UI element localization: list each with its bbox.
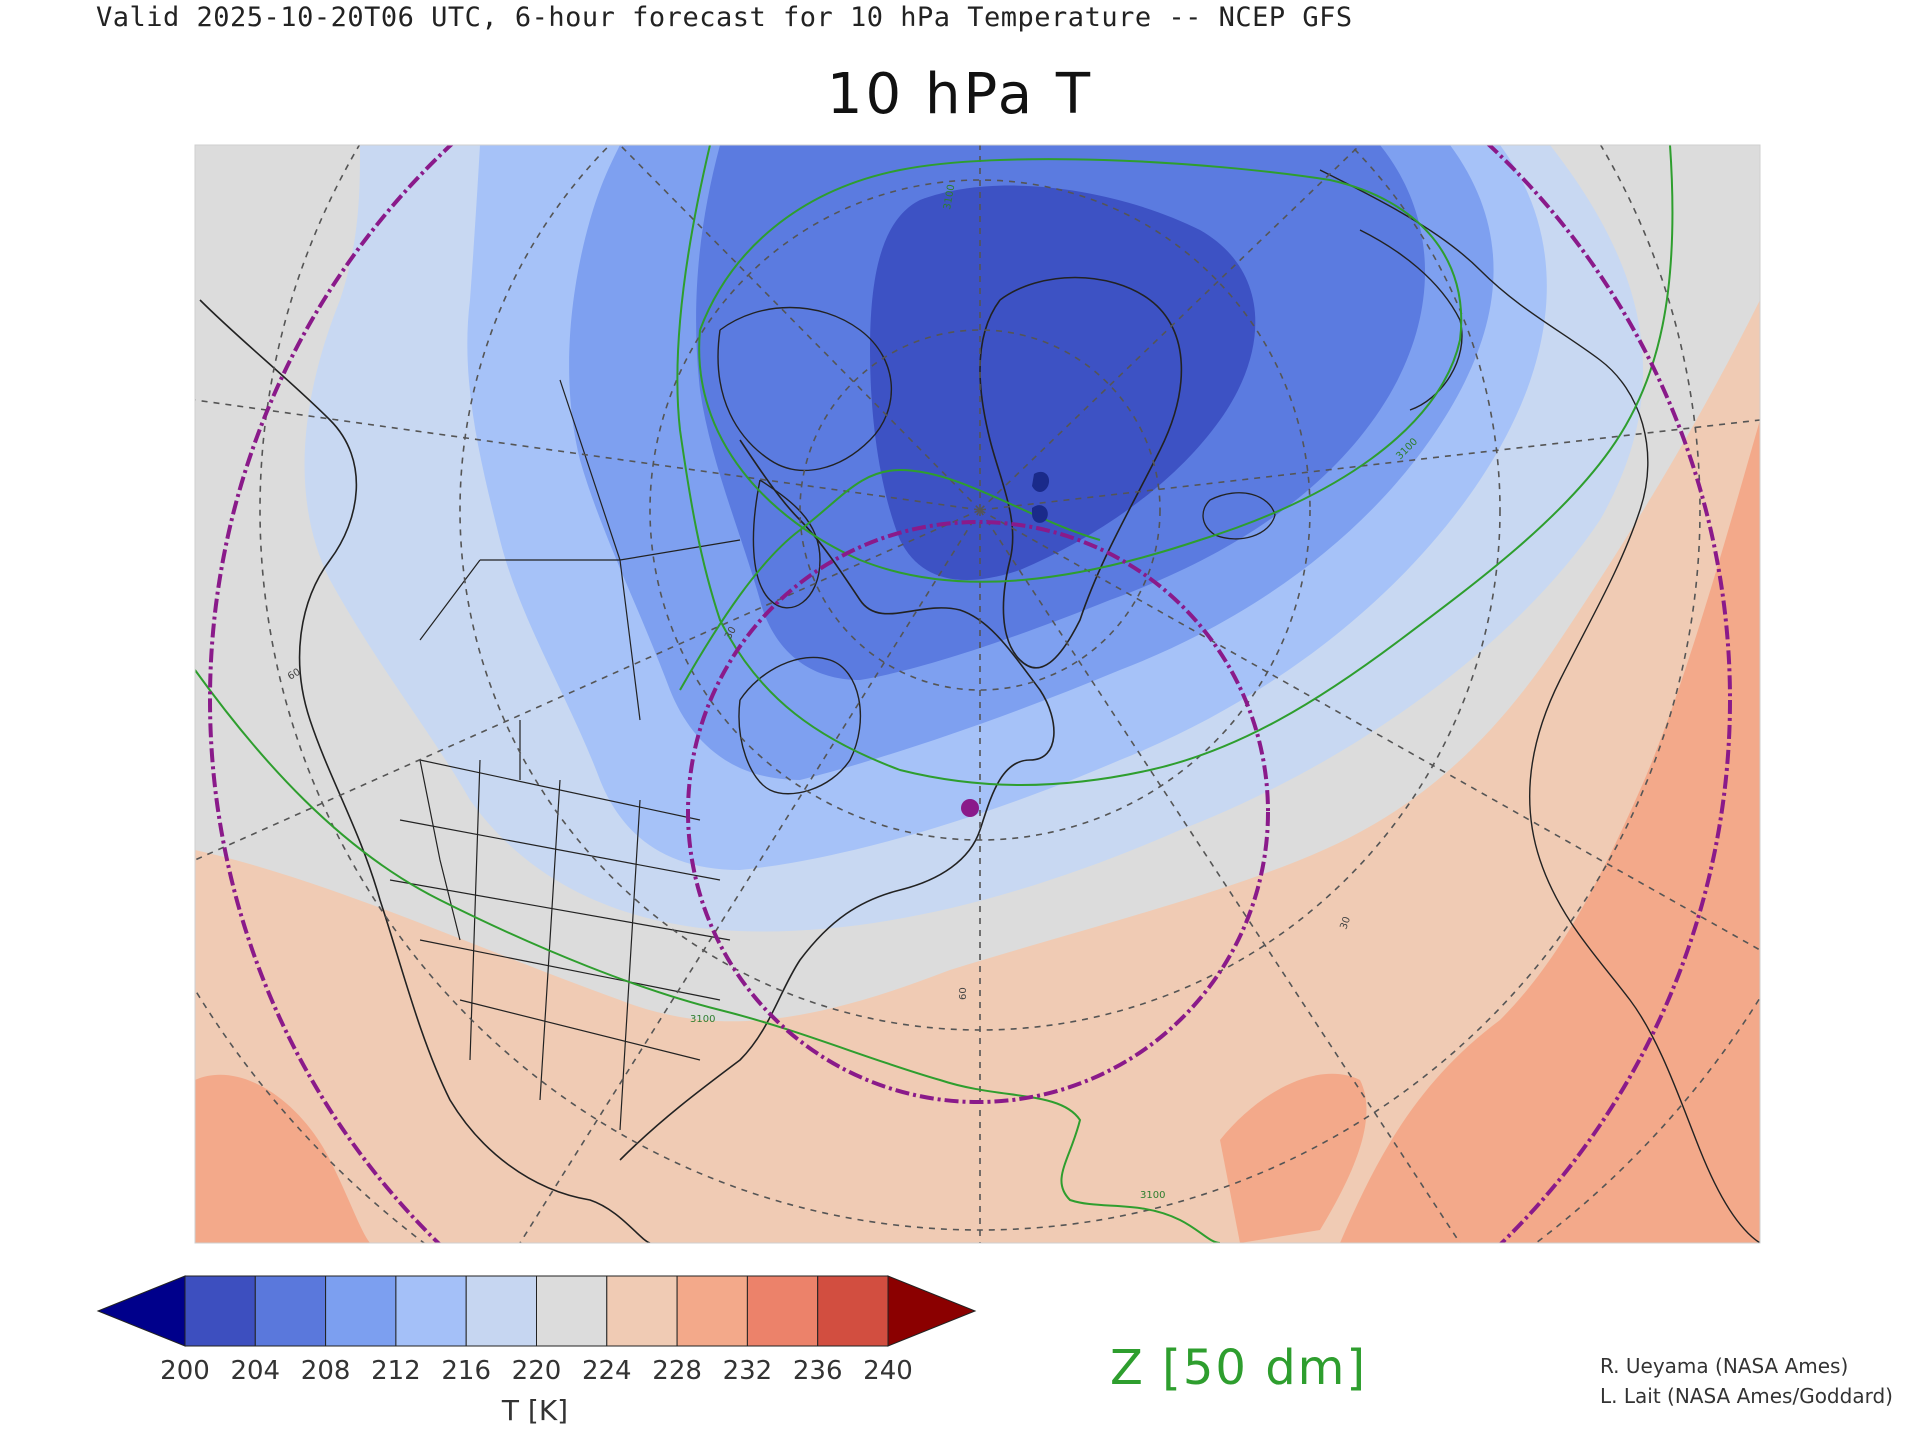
meridian-30w — [979, 509, 1461, 1243]
graticule-label-3: 30 — [1338, 915, 1353, 931]
coldest-spot-marks — [1032, 471, 1050, 523]
graticule-label-1: 60 — [958, 987, 969, 1000]
colorbar-tick-label: 212 — [371, 1356, 421, 1386]
meridian-60e — [979, 145, 1361, 511]
colorbar — [96, 1275, 977, 1347]
forecast-valid-line: Valid 2025-10-20T06 UTC, 6-hour forecast… — [96, 2, 1353, 33]
field-warmer-patch-west — [195, 1074, 370, 1243]
colorbar-segment — [395, 1275, 467, 1347]
colorbar-tick-label: 224 — [581, 1356, 632, 1386]
colorbar-segment — [746, 1275, 819, 1347]
contour-label-1: 3100 — [942, 184, 957, 211]
colorbar-segment — [606, 1275, 678, 1347]
colorbar-segment — [536, 1275, 608, 1347]
canada-province-borders — [419, 379, 741, 721]
colorbar-tick-label: 200 — [160, 1356, 210, 1386]
coast-greenland — [979, 276, 1183, 669]
contour-middle — [195, 469, 1221, 1243]
graticule — [195, 145, 1760, 1243]
us-state-borders — [389, 720, 731, 1131]
map-title: 10 hPa T — [826, 62, 1094, 127]
credit-line-2: L. Lait (NASA Ames/Goddard) — [1600, 1384, 1893, 1408]
coast-iceland — [1202, 492, 1276, 540]
colorbar-segment — [184, 1275, 256, 1347]
colorbar-extend-high — [887, 1275, 977, 1347]
field-coldest-core — [870, 185, 1256, 581]
field-warm-region — [195, 300, 1760, 1243]
colorbar-tick-label: 216 — [441, 1356, 492, 1386]
coast-hudson-bay — [738, 656, 862, 795]
location-marker — [961, 799, 979, 817]
colorbar-tick-label: 228 — [652, 1356, 702, 1386]
colorbar-tick-label: 204 — [230, 1356, 281, 1386]
meridian-0 — [979, 509, 1760, 951]
meridian-120e — [619, 145, 981, 511]
map-frame — [194, 144, 1761, 1244]
colorbar-tick-label: 236 — [792, 1356, 843, 1386]
reference-circle-inner — [686, 520, 1270, 1104]
colorbar-extend-low — [96, 1275, 186, 1347]
colorbar-tick-label: 208 — [300, 1356, 351, 1386]
colorbar-segments — [184, 1275, 889, 1347]
colorbar-segment — [465, 1275, 538, 1347]
field-warmer-region — [1340, 420, 1760, 1243]
meridian-90w — [519, 509, 981, 1243]
colorbar-segment — [254, 1275, 327, 1347]
meridian-150w — [195, 399, 981, 511]
contour-label-3: 3100 — [690, 1014, 715, 1025]
credit-line-1: R. Ueyama (NASA Ames) — [1600, 1354, 1849, 1378]
latitude-circle-80 — [799, 329, 1161, 691]
contour-key-label: Z [50 dm] — [1110, 1340, 1368, 1396]
colorbar-segment — [325, 1275, 397, 1347]
colorbar-tick-label: 240 — [863, 1356, 913, 1386]
contour-inner — [698, 158, 1463, 583]
contour-outer — [676, 145, 1674, 786]
temperature-field — [195, 145, 1760, 1243]
geopotential-contours — [195, 145, 1674, 1243]
contour-label-4: 3100 — [1140, 1190, 1165, 1201]
reference-circles — [208, 145, 1732, 1243]
colorbar-tick-label: 220 — [511, 1356, 562, 1386]
coast-arctic-archipelago — [717, 306, 892, 609]
colorbar-segment — [817, 1275, 889, 1347]
colorbar-tick-label: 232 — [722, 1356, 773, 1386]
colorbar-title: T [K] — [501, 1394, 569, 1427]
reference-circle-outer — [208, 145, 1732, 1243]
coastlines — [199, 169, 1760, 1243]
colorbar-segment — [676, 1275, 748, 1347]
coast-north-america — [199, 299, 1055, 1243]
